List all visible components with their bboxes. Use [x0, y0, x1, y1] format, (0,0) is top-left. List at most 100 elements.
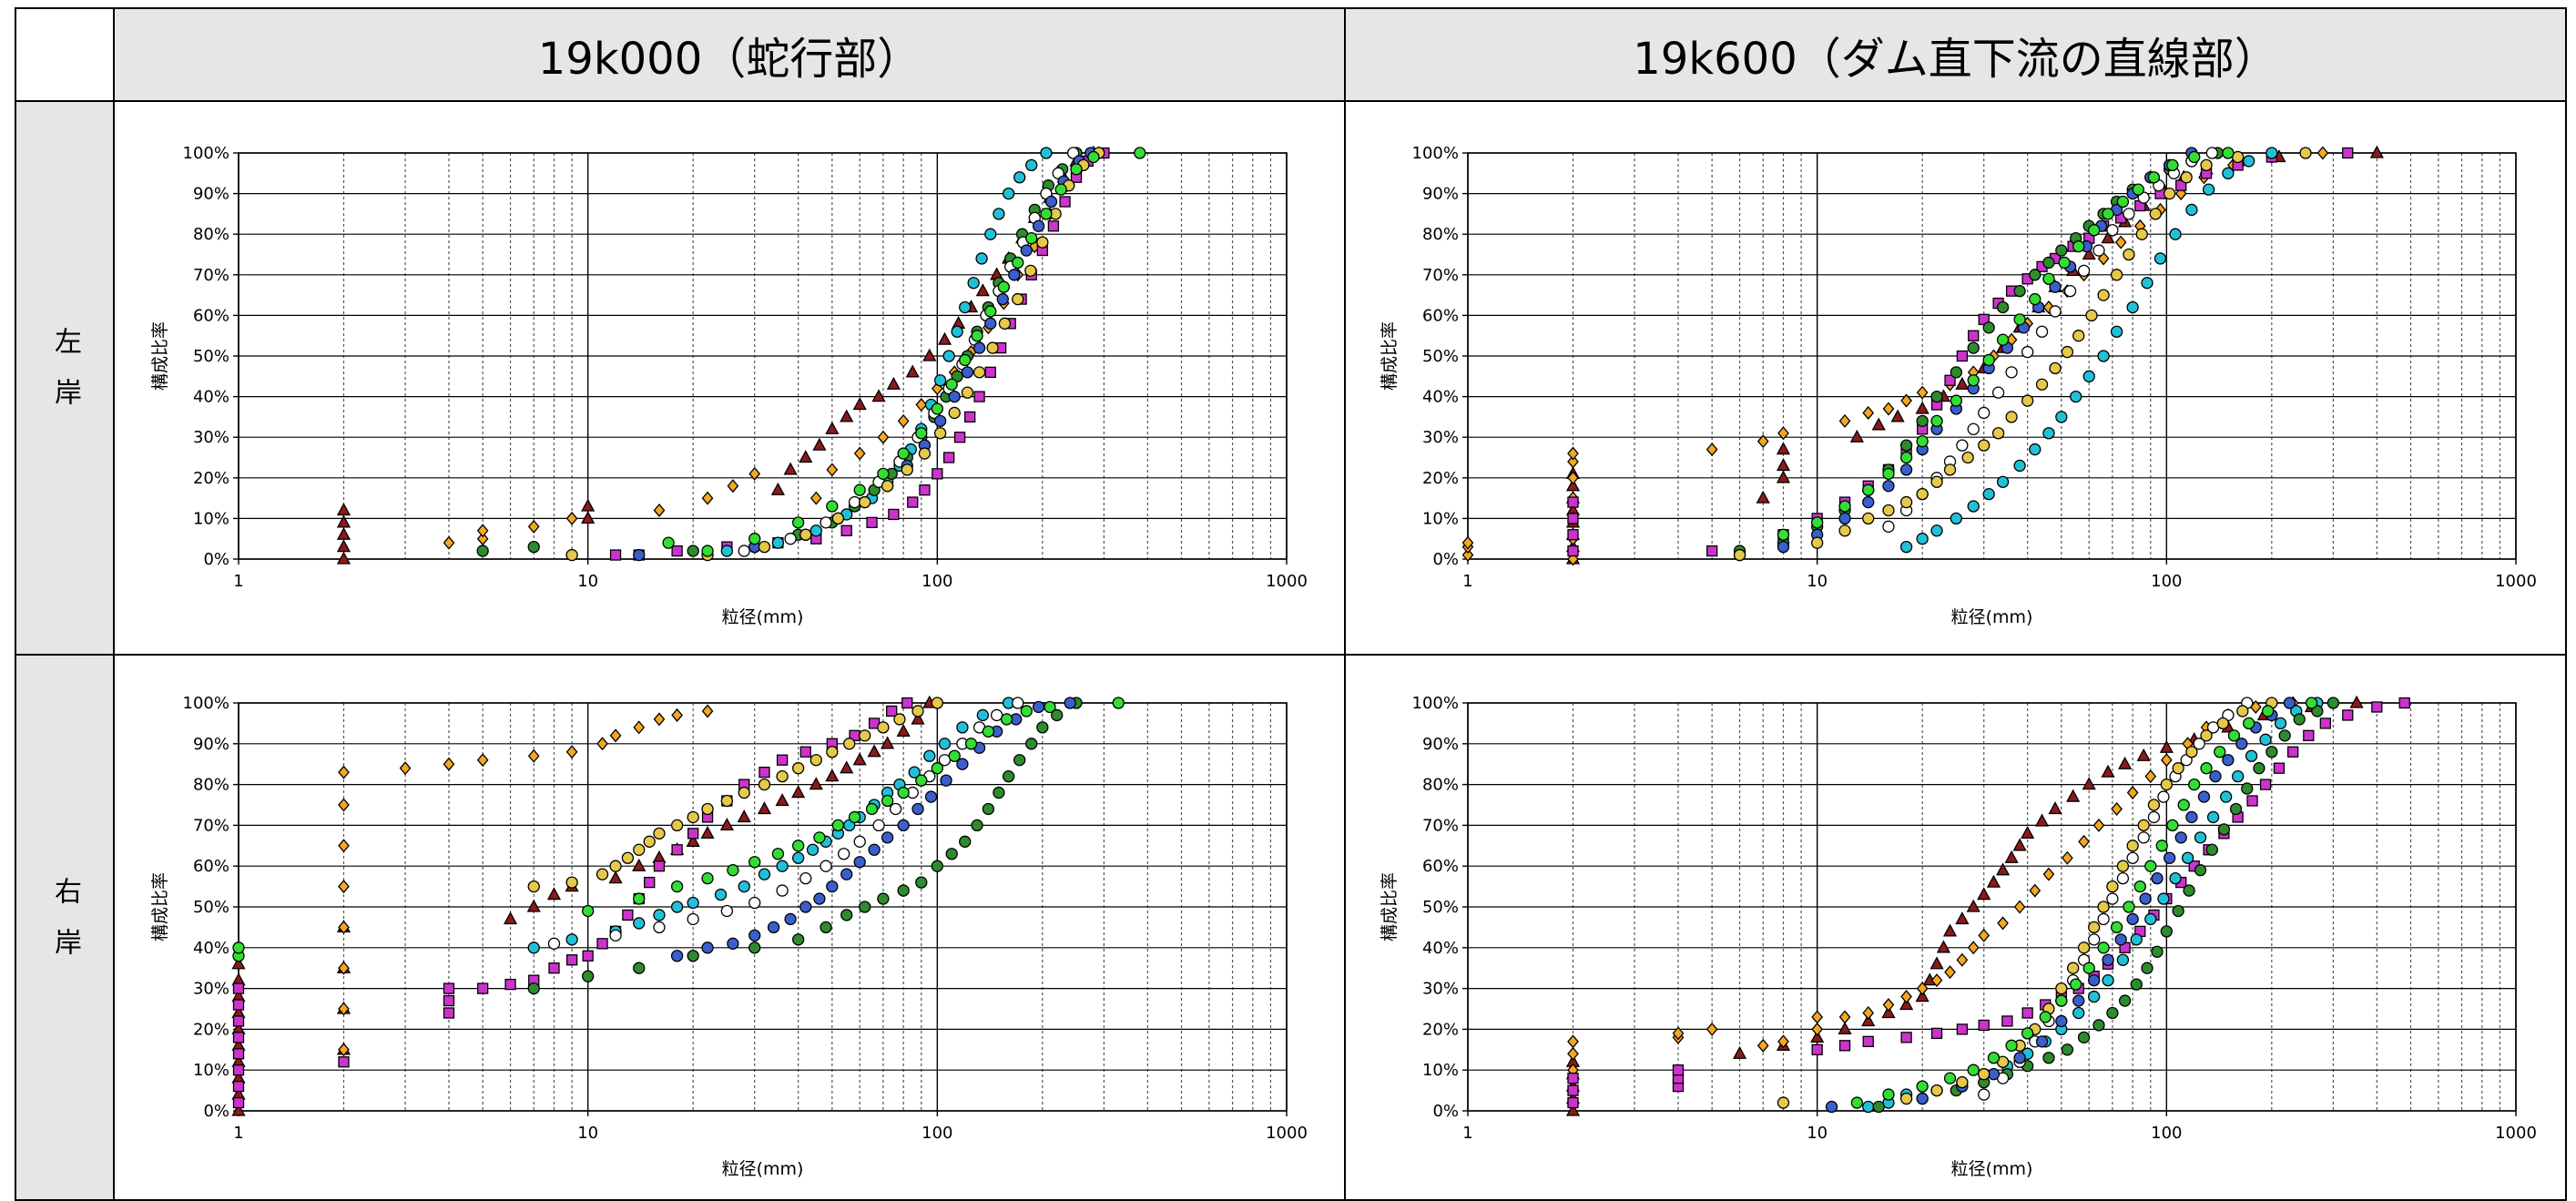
data-point	[1838, 512, 1851, 525]
data-point	[1942, 923, 1958, 937]
data-point	[2005, 1039, 2018, 1052]
data-point	[2371, 701, 2383, 713]
y-tick-label: 30%	[193, 428, 229, 447]
data-point	[1996, 300, 2010, 314]
data-point	[2157, 790, 2170, 803]
data-point	[1012, 697, 1024, 709]
data-point	[1567, 1046, 1579, 1061]
data-point	[1961, 451, 1974, 464]
data-point	[2236, 705, 2249, 718]
data-point	[1777, 1034, 1789, 1049]
x-tick-label: 1000	[1266, 572, 1308, 591]
data-point	[2293, 713, 2306, 726]
data-point	[1776, 442, 1791, 455]
data-point	[338, 1002, 350, 1016]
data-point	[2042, 1052, 2055, 1064]
y-tick-label: 100%	[1412, 694, 1459, 713]
data-point	[720, 794, 733, 808]
data-point	[848, 810, 861, 824]
data-point	[2097, 912, 2110, 926]
y-axis-label: 構成比率	[1380, 321, 1400, 391]
data-point	[896, 723, 911, 738]
data-point	[2177, 799, 2190, 811]
data-point	[901, 697, 913, 709]
data-point	[1567, 1034, 1579, 1049]
data-point	[924, 790, 938, 803]
row-header-label: 右岸	[49, 876, 81, 979]
data-point	[2286, 746, 2299, 758]
y-axis-label: 構成比率	[150, 872, 170, 941]
data-point	[1567, 1096, 1579, 1109]
data-point	[1967, 500, 1980, 513]
series-9	[232, 697, 1125, 962]
data-point	[1732, 1045, 1747, 1059]
data-point	[840, 868, 853, 880]
data-point	[2206, 810, 2220, 824]
data-point	[338, 1043, 350, 1057]
data-point	[644, 876, 656, 889]
data-point	[338, 920, 350, 934]
data-point	[2181, 851, 2194, 864]
data-point	[1991, 427, 2005, 440]
data-point	[2088, 990, 2101, 1003]
data-point	[771, 536, 785, 549]
data-point	[443, 982, 455, 994]
data-point	[757, 801, 772, 815]
y-tick-label: 80%	[193, 225, 229, 244]
data-point	[399, 761, 412, 776]
data-point	[2042, 256, 2055, 270]
data-point	[1112, 697, 1125, 709]
data-point	[701, 802, 714, 816]
data-point	[748, 533, 761, 545]
data-point	[2078, 834, 2090, 849]
data-point	[2021, 1027, 2034, 1040]
data-point	[2123, 901, 2135, 913]
data-point	[565, 876, 578, 889]
data-point	[2185, 203, 2198, 217]
data-point	[2265, 147, 2278, 159]
data-point	[1966, 899, 1980, 912]
data-point	[621, 851, 635, 864]
data-point	[1013, 754, 1026, 767]
data-point	[748, 941, 761, 954]
data-point	[961, 386, 974, 399]
data-point	[527, 982, 540, 995]
data-point	[915, 774, 928, 787]
data-point	[2245, 749, 2258, 762]
data-point	[971, 819, 983, 832]
data-point	[1565, 478, 1581, 492]
data-point	[775, 793, 789, 807]
data-point	[1996, 475, 2010, 488]
data-point	[2205, 843, 2218, 856]
data-point	[1900, 1032, 1912, 1043]
data-point	[1012, 292, 1024, 306]
data-point	[1032, 219, 1045, 232]
data-point	[872, 819, 885, 832]
data-point	[565, 745, 578, 759]
data-point	[901, 463, 913, 476]
data-point	[653, 503, 666, 517]
data-point	[967, 277, 980, 290]
data-point	[633, 892, 646, 905]
data-point	[1025, 738, 1038, 750]
data-point	[1838, 500, 1851, 513]
data-point	[1087, 150, 1100, 164]
data-point	[2188, 150, 2201, 164]
column-header-19k600: 19k600（ダム直下流の直線部）	[1344, 7, 2567, 102]
y-axis-label: 構成比率	[150, 321, 170, 391]
data-point	[1930, 973, 1943, 988]
data-point	[2227, 729, 2241, 742]
data-point	[632, 858, 647, 871]
data-point	[2398, 697, 2410, 709]
data-point	[687, 828, 699, 840]
data-point	[2021, 345, 2034, 359]
data-point	[748, 929, 761, 942]
data-point	[1776, 458, 1791, 472]
data-point	[881, 831, 894, 844]
series-6	[547, 697, 1024, 950]
data-point	[758, 868, 771, 880]
data-point	[886, 376, 901, 390]
data-point	[2205, 147, 2218, 159]
series-2	[1567, 696, 2299, 1077]
